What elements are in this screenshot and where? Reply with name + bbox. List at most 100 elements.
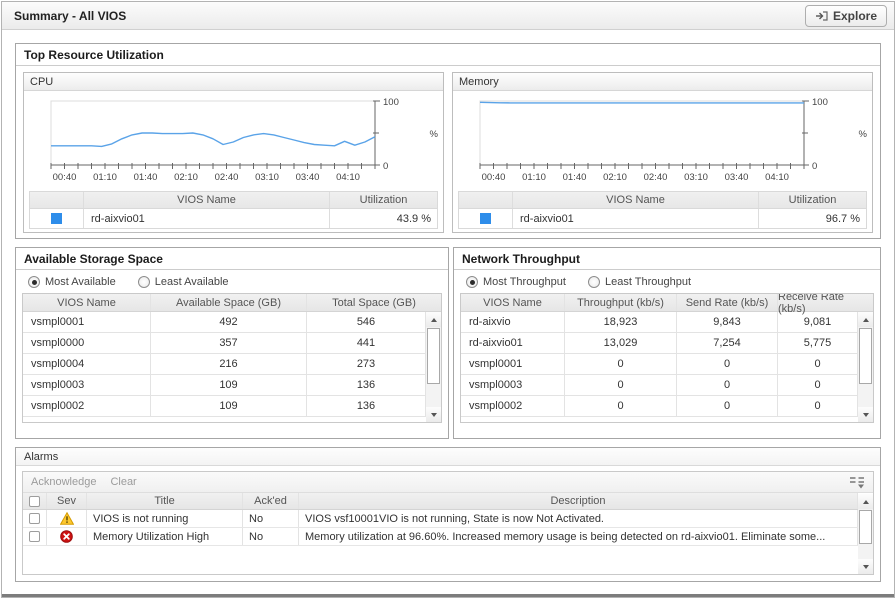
- radio-most-available[interactable]: Most Available: [28, 276, 116, 288]
- column-header[interactable]: Available Space (GB): [151, 294, 307, 311]
- explore-button[interactable]: Explore: [804, 5, 887, 27]
- vertical-scrollbar[interactable]: [858, 312, 873, 422]
- scroll-up-button[interactable]: [858, 312, 873, 327]
- table-header-row: VIOS Name Throughput (kb/s) Send Rate (k…: [461, 293, 873, 315]
- table-row[interactable]: vsmpl0003 109 136: [23, 375, 426, 396]
- column-header[interactable]: Total Space (GB): [332, 296, 416, 309]
- column-header[interactable]: Throughput (kb/s): [565, 294, 677, 311]
- alarms-table: Acknowledge Clear Sev Title Ack'ed Descr…: [22, 471, 874, 575]
- scroll-down-icon: [862, 564, 869, 569]
- radio-label: Least Available: [154, 276, 229, 288]
- memory-utilization-chart: 100 0% 00:40 01:10 01:40 02:10 02:40 03:10 03:40…: [453, 93, 872, 191]
- svg-text:02:10: 02:10: [603, 172, 627, 183]
- available-storage-space-title: Available Storage Space: [16, 248, 448, 270]
- table-header-row: VIOS Name Utilization: [30, 192, 437, 209]
- acked-column-header[interactable]: Ack'ed: [243, 493, 299, 509]
- svg-text:04:10: 04:10: [765, 172, 789, 183]
- clear-button[interactable]: Clear: [110, 476, 137, 488]
- cpu-panel: CPU 100 0% 00:40 01:10 01:40 02:10 02:40 03:10 0…: [23, 72, 444, 233]
- storage-sort-options: Most Available Least Available: [16, 270, 448, 293]
- memory-panel-title: Memory: [453, 73, 872, 91]
- table-row[interactable]: vsmpl0001 492 546: [23, 312, 426, 333]
- column-header[interactable]: Receive Rate (kb/s): [778, 293, 845, 315]
- radio-least-available[interactable]: Least Available: [137, 276, 229, 288]
- radio-label: Least Throughput: [604, 276, 691, 288]
- svg-text:01:40: 01:40: [133, 172, 157, 183]
- radio-least-throughput[interactable]: Least Throughput: [587, 276, 691, 288]
- alarms-title: Alarms: [16, 448, 880, 466]
- select-all-checkbox[interactable]: [29, 495, 40, 507]
- page-header: Summary - All VIOS Explore: [2, 2, 894, 30]
- acknowledge-button[interactable]: Acknowledge: [31, 476, 97, 488]
- svg-text:01:10: 01:10: [522, 172, 546, 183]
- top-resource-charts: CPU 100 0% 00:40 01:10 01:40 02:10 02:40 03:10 0…: [16, 66, 880, 239]
- severity-column-header[interactable]: Sev: [47, 493, 87, 509]
- svg-text:03:40: 03:40: [724, 172, 748, 183]
- memory-legend-table: VIOS Name Utilization rd-aixvio01 96.7 %: [458, 191, 867, 229]
- scroll-up-button[interactable]: [858, 494, 873, 509]
- table-row[interactable]: rd-aixvio 18,923 9,843 9,081: [461, 312, 858, 333]
- table-customizer-button[interactable]: [849, 476, 865, 489]
- vios-name-cell: rd-aixvio01: [513, 209, 759, 228]
- table-row[interactable]: vsmpl0000 357 441: [23, 333, 426, 354]
- available-storage-space-panel: Available Storage Space Most Available L…: [15, 247, 449, 439]
- storage-table: VIOS Name Available Space (GB) Total Spa…: [22, 293, 442, 423]
- alarm-acked-cell: No: [243, 528, 299, 545]
- scroll-down-button[interactable]: [426, 407, 441, 422]
- radio-label: Most Throughput: [483, 276, 566, 288]
- table-row[interactable]: vsmpl0003 0 0 0: [461, 375, 858, 396]
- row-checkbox[interactable]: [29, 531, 40, 542]
- svg-text:01:40: 01:40: [562, 172, 586, 183]
- table-row[interactable]: rd-aixvio01 13,029 7,254 5,775: [461, 333, 858, 354]
- column-header[interactable]: VIOS Name: [23, 294, 151, 311]
- title-column-header[interactable]: Title: [87, 493, 243, 509]
- vertical-scrollbar[interactable]: [426, 312, 441, 422]
- column-header[interactable]: VIOS Name: [461, 294, 565, 311]
- network-throughput-panel: Network Throughput Most Throughput Least…: [453, 247, 881, 439]
- row-checkbox[interactable]: [29, 513, 40, 524]
- scroll-down-button[interactable]: [858, 407, 873, 422]
- svg-text:100: 100: [812, 97, 828, 108]
- memory-panel: Memory 100 0% 00:40 01:10 01:40 02:10 02:40 03:…: [452, 72, 873, 233]
- scrollbar-thumb[interactable]: [427, 328, 440, 384]
- svg-text:03:10: 03:10: [255, 172, 279, 183]
- column-header[interactable]: Send Rate (kb/s): [677, 294, 778, 311]
- vios-name-column-header: VIOS Name: [84, 192, 330, 208]
- scroll-down-button[interactable]: [858, 559, 873, 574]
- scrollbar-thumb[interactable]: [859, 328, 872, 384]
- svg-text:0: 0: [812, 161, 817, 172]
- svg-text:02:40: 02:40: [643, 172, 667, 183]
- description-column-header[interactable]: Description: [299, 493, 858, 509]
- alarm-description-cell: Memory utilization at 96.60%. Increased …: [299, 528, 858, 545]
- svg-text:00:40: 00:40: [481, 172, 505, 183]
- table-row[interactable]: vsmpl0002 0 0 0: [461, 396, 858, 417]
- scrollbar-thumb[interactable]: [859, 510, 872, 544]
- svg-text:03:40: 03:40: [295, 172, 319, 183]
- table-row[interactable]: vsmpl0002 109 136: [23, 396, 426, 417]
- error-severity-icon: [60, 530, 73, 543]
- scroll-up-button[interactable]: [426, 312, 441, 327]
- utilization-column-header: Utilization: [359, 194, 408, 206]
- explore-button-label: Explore: [832, 9, 877, 23]
- vertical-scrollbar[interactable]: [858, 494, 873, 574]
- table-row[interactable]: rd-aixvio01 43.9 %: [30, 209, 437, 228]
- utilization-cell: 96.7 %: [825, 212, 860, 225]
- utilization-cell: 43.9 %: [396, 212, 431, 225]
- radio-unselected-icon: [137, 276, 150, 288]
- table-row[interactable]: vsmpl0004 216 273: [23, 354, 426, 375]
- radio-selected-icon: [466, 276, 478, 288]
- legend-color-column-header: [459, 192, 513, 208]
- table-row[interactable]: vsmpl0001 0 0 0: [461, 354, 858, 375]
- vios-name-cell: rd-aixvio01: [84, 209, 330, 228]
- svg-text:%: %: [429, 129, 438, 140]
- alarm-row[interactable]: VIOS is not running No VIOS vsf10001VIO …: [23, 510, 858, 528]
- svg-text:00:40: 00:40: [52, 172, 76, 183]
- radio-most-throughput[interactable]: Most Throughput: [466, 276, 566, 288]
- top-resource-utilization-panel: Top Resource Utilization CPU 100 0% 00:40 0…: [15, 43, 881, 239]
- table-row[interactable]: rd-aixvio01 96.7 %: [459, 209, 866, 228]
- window-bottom-edge: [2, 594, 894, 597]
- scroll-up-icon: [862, 317, 869, 322]
- radio-unselected-icon: [587, 276, 600, 288]
- alarms-panel: Alarms Acknowledge Clear Sev Title Ack'e…: [15, 447, 881, 582]
- alarm-row[interactable]: Memory Utilization High No Memory utiliz…: [23, 528, 858, 546]
